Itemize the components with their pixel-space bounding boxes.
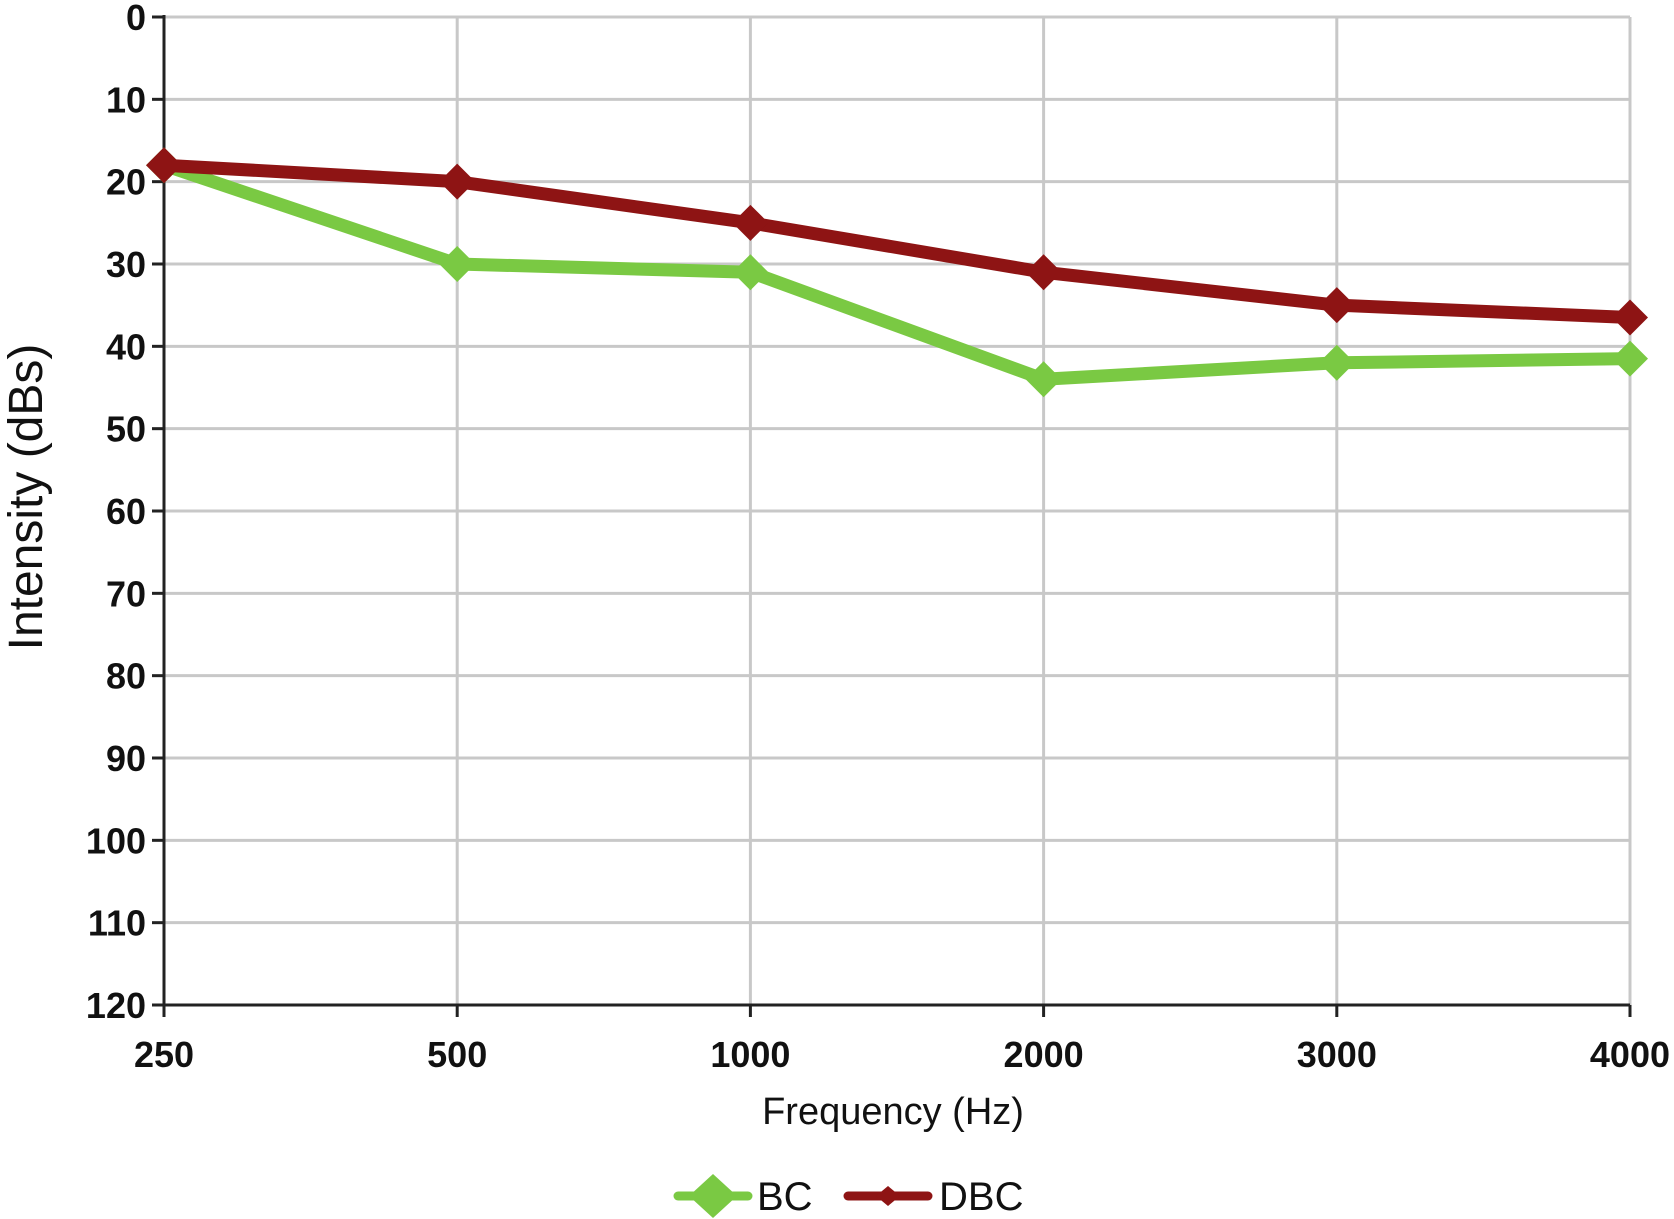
data-point-dbc xyxy=(1612,299,1648,336)
y-tick-label: 110 xyxy=(88,903,146,944)
legend-item-bc: BC xyxy=(673,1174,813,1219)
data-point-bc xyxy=(1612,340,1648,377)
data-point-dbc xyxy=(146,147,182,184)
data-point-bc xyxy=(439,246,476,282)
x-tick-label: 250 xyxy=(134,1034,194,1075)
y-tick-label: 80 xyxy=(106,656,146,697)
y-tick-label: 40 xyxy=(106,326,146,367)
y-tick-label: 60 xyxy=(106,491,146,532)
data-point-dbc xyxy=(439,163,476,200)
data-point-bc xyxy=(1025,361,1062,398)
y-tick-label: 90 xyxy=(106,738,146,779)
y-tick-label: 120 xyxy=(86,985,146,1026)
legend-swatch-bc-marker xyxy=(689,1174,737,1218)
grid xyxy=(164,15,1632,1007)
x-tick-label: 2000 xyxy=(1004,1034,1084,1075)
y-tick-label: 30 xyxy=(106,244,146,285)
y-tick-label: 0 xyxy=(126,0,146,38)
series-line-dbc xyxy=(157,158,1637,325)
x-tick-label: 4000 xyxy=(1590,1034,1670,1075)
y-tick-label: 10 xyxy=(106,79,146,120)
series-bc xyxy=(146,147,1648,398)
y-tick-label: 20 xyxy=(106,162,146,203)
x-axis-title: Frequency (Hz) xyxy=(762,1091,1024,1133)
data-point-dbc xyxy=(1318,287,1355,324)
y-tick-labels: 0 10 20 30 40 50 60 70 80 90 100 110 120 xyxy=(86,0,146,1026)
series xyxy=(146,147,1648,398)
data-point-dbc xyxy=(1025,254,1062,291)
y-tick-label: 50 xyxy=(106,409,146,450)
x-tick-labels: 250 500 1000 2000 3000 4000 xyxy=(134,1034,1670,1075)
legend-swatch-dbc-marker xyxy=(876,1186,900,1206)
y-tick-label: 100 xyxy=(86,820,146,861)
x-tick-label: 3000 xyxy=(1297,1034,1377,1075)
x-tick-label: 1000 xyxy=(710,1034,790,1075)
data-point-bc xyxy=(1318,344,1355,381)
legend-label-dbc: DBC xyxy=(939,1175,1023,1219)
x-tick-label: 500 xyxy=(427,1034,487,1075)
y-axis-title: Intensity (dBs) xyxy=(0,344,53,651)
axes xyxy=(152,15,1632,1017)
data-point-dbc xyxy=(732,204,769,241)
series-dbc xyxy=(146,147,1648,336)
legend-label-bc: BC xyxy=(757,1175,813,1219)
legend: BC DBC xyxy=(673,1174,1023,1219)
data-point-bc xyxy=(732,254,769,291)
y-tick-label: 70 xyxy=(106,573,146,614)
legend-item-dbc: DBC xyxy=(843,1175,1023,1219)
series-line-bc xyxy=(157,158,1637,386)
